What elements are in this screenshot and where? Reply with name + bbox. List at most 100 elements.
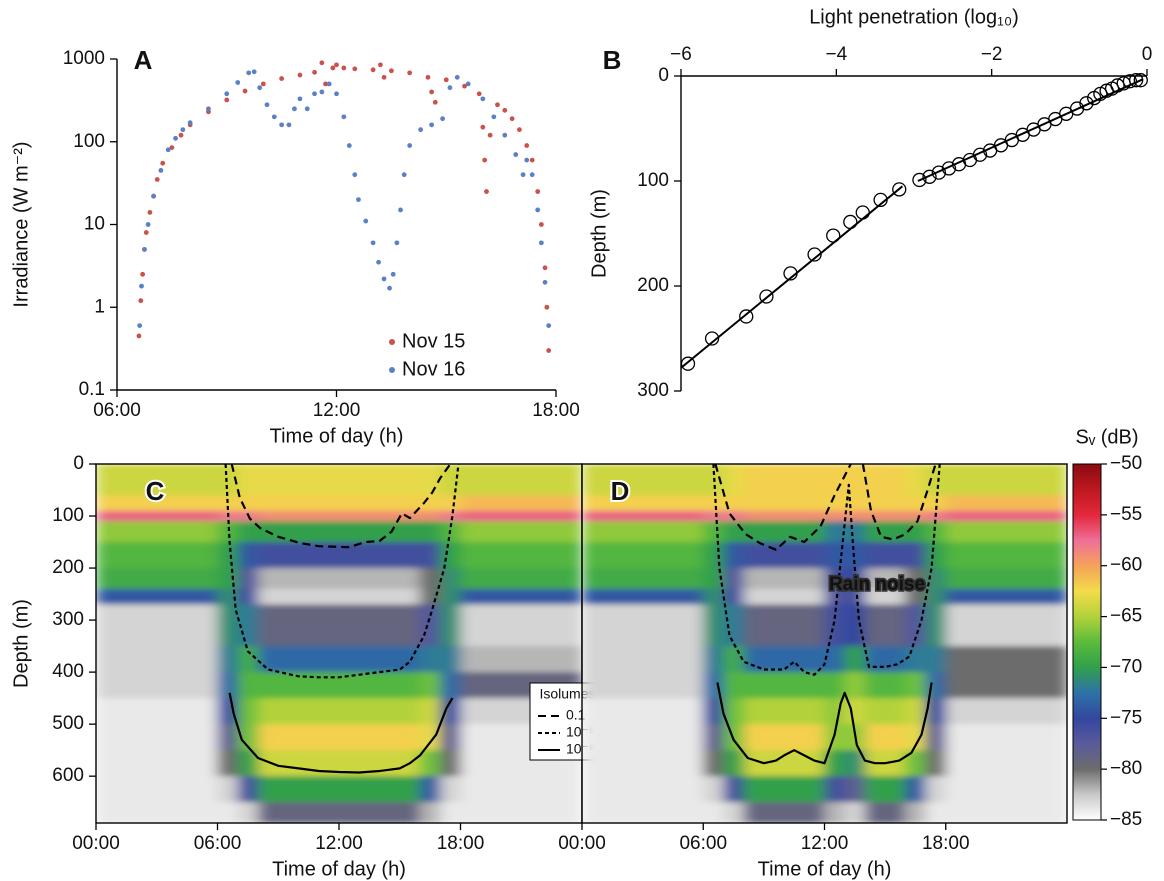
heatmap-cell: [480, 646, 502, 673]
heatmap-cell: [844, 510, 866, 522]
heatmap-cell: [298, 568, 320, 590]
heatmap-cell: [460, 542, 482, 569]
heatmap-cell: [399, 464, 421, 496]
heatmap-cell: [582, 464, 603, 496]
heatmap-cell: [784, 672, 805, 699]
data-point: [180, 127, 186, 133]
data-point: [330, 65, 336, 71]
heatmap-cell: [197, 604, 219, 647]
data-point: [224, 91, 230, 97]
data-point: [356, 197, 361, 202]
heatmap-cell: [642, 698, 664, 725]
heatmap-cell: [379, 604, 401, 647]
heatmap-cell: [379, 510, 401, 522]
heatmap-cell: [743, 724, 765, 751]
data-point: [407, 70, 413, 76]
x-tick-label: 18:00: [922, 833, 970, 854]
heatmap-cell: [460, 750, 482, 777]
heatmap-cell: [116, 604, 138, 647]
heatmap-cell: [318, 568, 340, 590]
heatmap-cell: [399, 568, 421, 590]
legend-marker: [389, 367, 395, 373]
heatmap-cell: [945, 724, 967, 751]
x-tick-label: 12:00: [801, 833, 849, 854]
heatmap-cell: [521, 802, 543, 823]
heatmap-cell: [420, 568, 441, 590]
x-tick-label: −6: [670, 44, 692, 65]
heatmap-cell: [945, 588, 967, 606]
heatmap-cell: [723, 698, 745, 725]
data-point: [257, 85, 263, 91]
heatmap-cell: [965, 495, 987, 512]
heatmap-cell: [217, 672, 239, 699]
heatmap-cell: [1006, 604, 1028, 647]
panel-letter: D: [611, 476, 630, 506]
data-point: [297, 72, 303, 78]
heatmap-cell: [743, 464, 765, 496]
heatmap-cell: [521, 510, 543, 522]
x-axis-label: Light penetration (log₁₀): [809, 6, 1019, 28]
heatmap-cell: [743, 568, 765, 590]
heatmap-cell: [359, 672, 381, 699]
data-point: [319, 89, 325, 95]
data-point: [341, 114, 347, 120]
heatmap-cell: [298, 542, 320, 569]
data-point: [432, 99, 438, 105]
x-tick-label: 12:00: [313, 400, 361, 421]
heatmap-cell: [683, 495, 704, 512]
heatmap-cell: [440, 698, 462, 725]
heatmap-cell: [541, 646, 563, 673]
heatmap-cell: [156, 464, 178, 496]
heatmap-cell: [237, 802, 259, 823]
heatmap-cell: [662, 802, 684, 823]
heatmap-cell: [298, 464, 320, 496]
heatmap-cell: [965, 521, 987, 543]
heatmap-cell: [864, 604, 886, 647]
heatmap-cell: [237, 568, 259, 590]
heatmap-cell: [723, 521, 745, 543]
heatmap-cell: [986, 672, 1007, 699]
heatmap-cell: [844, 776, 866, 803]
heatmap-cell: [844, 750, 866, 777]
heatmap-cell: [864, 802, 886, 823]
heatmap: [582, 464, 1067, 823]
heatmap-cell: [642, 542, 664, 569]
heatmap-cell: [763, 568, 785, 590]
heatmap-cell: [622, 672, 644, 699]
heatmap-cell: [683, 588, 704, 606]
heatmap-cell: [420, 495, 441, 512]
heatmap-cell: [824, 521, 846, 543]
data-point: [502, 107, 508, 113]
heatmap-cell: [622, 542, 644, 569]
x-tick-label: 00:00: [72, 833, 120, 854]
heatmap-cell: [116, 724, 138, 751]
heatmap-cell: [359, 698, 381, 725]
heatmap-cell: [582, 724, 603, 751]
heatmap-cell: [541, 604, 563, 647]
data-point: [1122, 74, 1138, 89]
heatmap-cell: [237, 750, 259, 777]
heatmap-cell: [925, 495, 947, 512]
heatmap-cell: [945, 646, 967, 673]
heatmap-cell: [1026, 495, 1048, 512]
heatmap-cell: [521, 588, 543, 606]
heatmap-cell: [440, 588, 462, 606]
heatmap-cell: [763, 750, 785, 777]
heatmap-cell: [885, 464, 906, 496]
heatmap-cell: [359, 542, 381, 569]
data-point: [972, 147, 988, 162]
heatmap-cell: [116, 464, 138, 496]
data-point: [425, 74, 431, 80]
data-point: [312, 69, 317, 75]
heatmap-cell: [784, 604, 805, 647]
heatmap-cell: [804, 568, 826, 590]
heatmap-cell: [197, 672, 219, 699]
heatmap-cell: [864, 724, 886, 751]
heatmap-cell: [420, 724, 441, 751]
heatmap-cell: [501, 776, 522, 803]
heatmap-cell: [561, 464, 582, 496]
heatmap-cell: [1026, 646, 1048, 673]
heatmap-cell: [703, 646, 725, 673]
heatmap-cell: [885, 510, 906, 522]
